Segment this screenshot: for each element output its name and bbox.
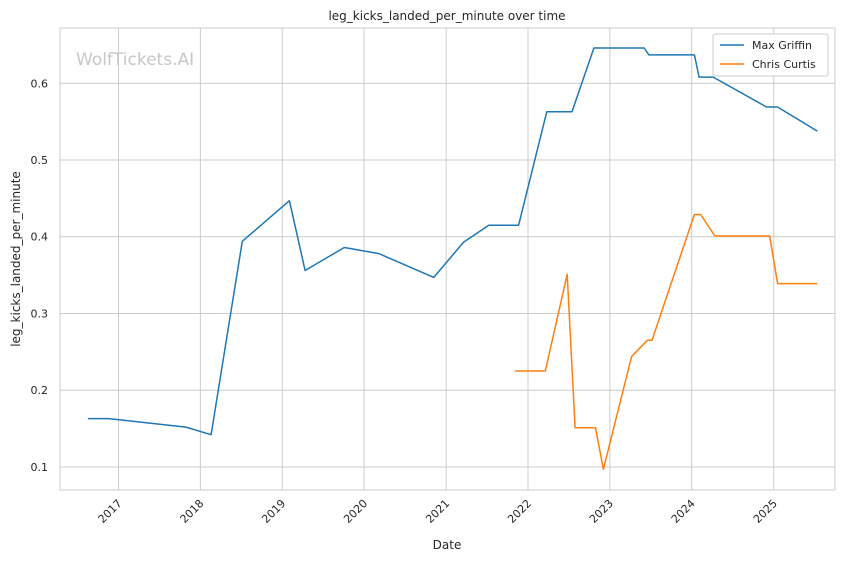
watermark: WolfTickets.AI bbox=[76, 50, 194, 70]
x-tick-label: 2023 bbox=[587, 497, 616, 526]
x-axis-ticks: 2017 2018 2019 2020 2021 2022 2023 2024 2025 bbox=[96, 497, 780, 526]
x-tick-label: 2019 bbox=[259, 497, 288, 526]
y-axis-label: leg_kicks_landed_per_minute bbox=[9, 171, 23, 347]
legend: Max Griffin Chris Curtis bbox=[712, 33, 829, 77]
x-tick-label: 2021 bbox=[423, 497, 452, 526]
x-tick-label: 2017 bbox=[96, 497, 125, 526]
y-tick-label: 0.2 bbox=[31, 384, 49, 397]
x-tick-label: 2020 bbox=[341, 497, 370, 526]
y-tick-label: 0.1 bbox=[31, 461, 49, 474]
series-line-chris-curtis bbox=[514, 213, 818, 471]
x-tick-label: 2024 bbox=[669, 497, 698, 526]
y-tick-label: 0.6 bbox=[31, 77, 49, 90]
y-axis-ticks: 0.1 0.2 0.3 0.4 0.5 0.6 bbox=[31, 77, 49, 474]
x-tick-label: 2025 bbox=[751, 497, 780, 526]
y-tick-label: 0.4 bbox=[31, 231, 49, 244]
series-line-max-griffin bbox=[87, 47, 818, 436]
x-tick-label: 2022 bbox=[505, 497, 534, 526]
grid bbox=[60, 28, 835, 490]
y-tick-label: 0.5 bbox=[31, 154, 49, 167]
x-axis-label: Date bbox=[433, 538, 462, 552]
legend-label-max-griffin: Max Griffin bbox=[752, 39, 812, 52]
y-tick-label: 0.3 bbox=[31, 307, 49, 320]
x-tick-label: 2018 bbox=[178, 497, 207, 526]
series-layer bbox=[87, 47, 818, 471]
chart-title: leg_kicks_landed_per_minute over time bbox=[328, 9, 565, 23]
legend-label-chris-curtis: Chris Curtis bbox=[752, 58, 816, 71]
plot-area-frame bbox=[59, 27, 836, 491]
